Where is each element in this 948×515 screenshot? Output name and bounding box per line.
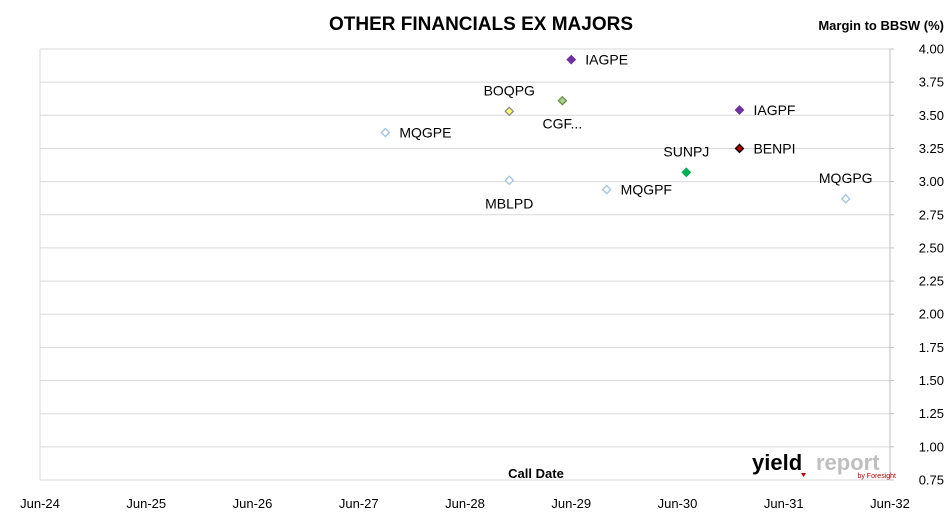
y-tick-label: 2.75 (919, 207, 944, 222)
data-point-iagpf (734, 105, 745, 115)
point-label: BOQPG (484, 82, 535, 98)
y-tick-label: 0.75 (919, 473, 944, 488)
x-tick-label: Jun-26 (233, 496, 273, 511)
x-tick-label: Jun-27 (339, 496, 379, 511)
point-label: MBLPD (485, 195, 533, 211)
chart-title: OTHER FINANCIALS EX MAJORS (329, 14, 633, 35)
y-tick-label: 1.50 (919, 373, 944, 388)
x-axis-label: Call Date (508, 466, 564, 481)
x-tick-label: Jun-30 (658, 496, 698, 511)
point-label: IAGPE (585, 52, 628, 68)
logo-triangle-icon (801, 473, 806, 477)
y-tick-label: 2.50 (919, 240, 944, 255)
data-point-mqgpf (601, 184, 612, 195)
grid-lines (40, 48, 890, 481)
data-point-cgf (557, 95, 568, 106)
y-tick-label: 1.25 (919, 406, 944, 421)
data-point-sunpj (681, 167, 692, 178)
data-points (380, 54, 851, 204)
data-point-iagpe (566, 54, 577, 65)
y-tick-label: 3.50 (919, 108, 944, 123)
point-label: BENPI (753, 140, 795, 156)
y-tick-label: 3.00 (919, 174, 944, 189)
y-tick-label: 2.00 (919, 307, 944, 322)
x-tick-label: Jun-28 (445, 496, 485, 511)
x-tick-label: Jun-32 (870, 496, 910, 511)
axes (39, 48, 894, 481)
point-label: MQGPE (399, 125, 451, 141)
x-tick-label: Jun-25 (126, 496, 166, 511)
x-tick-label: Jun-24 (20, 496, 60, 511)
logo-text-main: yield (752, 450, 802, 475)
data-point-benpi (734, 143, 745, 154)
logo-text-accent: report (816, 450, 880, 475)
y-tick-label: 3.75 (919, 75, 944, 90)
y-axis-label: Margin to BBSW (%) (818, 18, 944, 33)
point-label: IAGPF (753, 102, 795, 118)
y-tick-label: 1.75 (919, 340, 944, 355)
data-point-mqgpg (840, 193, 851, 204)
point-label: CGF... (543, 116, 583, 132)
x-tick-label: Jun-29 (551, 496, 591, 511)
data-point-mblpd (504, 175, 515, 186)
x-tick-label: Jun-31 (764, 496, 804, 511)
y-tick-label: 4.00 (919, 42, 944, 57)
y-tick-label: 3.25 (919, 141, 944, 156)
point-labels: MQGPE IAGPE BOQPG CGF... IAGPF BENPI SUNPJ MBLP… (399, 52, 872, 212)
x-tick-labels: Jun-24 Jun-25 Jun-26 Jun-27 Jun-28 Jun-29 Jun-… (20, 496, 910, 511)
point-label: MQGPG (819, 170, 873, 186)
y-tick-label: 2.25 (919, 274, 944, 289)
data-point-boqpg (504, 106, 515, 117)
brand-logo: yield report by Foresight (752, 450, 896, 480)
y-tick-label: 1.00 (919, 439, 944, 454)
point-label: SUNPJ (663, 143, 709, 159)
point-label: MQGPF (621, 182, 672, 198)
logo-subtext: by Foresight (857, 473, 896, 480)
data-point-mqgpe (380, 127, 391, 138)
y-tick-labels: 4.00 3.75 3.50 3.25 3.00 2.75 2.50 2.25 2.00 1.75… (919, 42, 944, 488)
